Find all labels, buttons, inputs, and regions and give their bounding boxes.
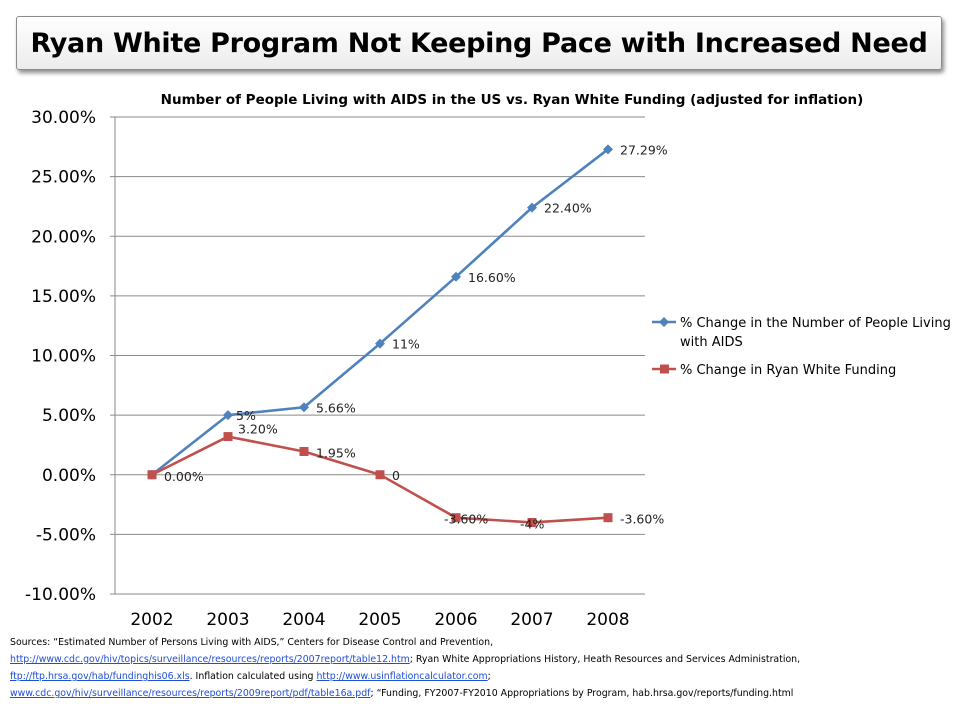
data-label: 5% [236, 408, 256, 423]
y-tick-label: 5.00% [42, 406, 96, 426]
y-tick-label: 0.00% [42, 466, 96, 486]
y-tick-label: 25.00% [31, 168, 96, 188]
series-line-1 [151, 148, 609, 476]
data-label: -4% [520, 516, 544, 531]
data-label: 16.60% [468, 270, 516, 285]
data-label: 0.00% [164, 469, 204, 484]
data-point-square [299, 446, 309, 456]
data-point-square [375, 470, 385, 480]
slide-title: Ryan White Program Not Keeping Pace with… [30, 27, 928, 59]
legend-marker-square [660, 364, 669, 374]
sources-text-4: ; [487, 671, 491, 682]
data-point-diamond [603, 144, 613, 155]
y-tick-label: -5.00% [36, 525, 96, 545]
data-label: -3.60% [444, 512, 488, 527]
sources-note: Sources: “Estimated Number of Persons Li… [10, 634, 950, 702]
data-label: 27.29% [620, 142, 668, 157]
y-tick-label: 10.00% [31, 347, 96, 367]
x-tick-label: 2008 [586, 610, 629, 630]
y-tick-label: 20.00% [31, 227, 96, 247]
sources-text-5: ; “Funding, FY2007-FY2010 Appropriations… [370, 688, 794, 699]
legend-label-1: % Change in the Number of People Living [680, 316, 951, 331]
source-link-inflation-calculator[interactable]: http://www.usinflationcalculator.com [316, 671, 488, 682]
legend-marker-diamond [659, 317, 669, 327]
data-point-square [603, 513, 613, 523]
data-point-diamond [299, 402, 309, 413]
source-link-hrsa-funding-history[interactable]: ftp://ftp.hrsa.gov/hab/fundinghis06.xls [10, 671, 190, 682]
data-point-square [147, 470, 157, 480]
data-point-diamond [223, 410, 233, 421]
data-label: 0 [392, 468, 400, 483]
legend-label-1: with AIDS [680, 335, 743, 350]
data-point-diamond [451, 271, 461, 282]
x-tick-label: 2006 [434, 610, 477, 630]
x-tick-label: 2002 [130, 610, 173, 630]
source-link-cdc-table16a[interactable]: www.cdc.gov/hiv/surveillance/resources/r… [10, 688, 371, 699]
y-tick-label: 30.00% [31, 108, 96, 128]
sources-text-3: . Inflation calculated using [189, 671, 317, 682]
slide-title-box: Ryan White Program Not Keeping Pace with… [16, 16, 942, 70]
y-tick-label: 15.00% [31, 287, 96, 307]
line-chart: Number of People Living with AIDS in the… [25, 92, 951, 630]
chart-title: Number of People Living with AIDS in the… [161, 92, 864, 108]
source-link-cdc-table12[interactable]: http://www.cdc.gov/hiv/topics/surveillan… [10, 654, 410, 665]
data-point-diamond [375, 338, 385, 349]
data-label: 3.20% [238, 422, 278, 437]
data-label: -3.60% [620, 512, 664, 527]
series-line-2 [151, 435, 609, 524]
y-tick-label: -10.00% [25, 585, 96, 605]
x-tick-label: 2005 [358, 610, 401, 630]
data-point-square [527, 517, 537, 527]
data-point-diamond [527, 202, 537, 213]
data-label: 11% [392, 337, 420, 352]
data-point-square [451, 513, 461, 523]
sources-intro: Sources: “Estimated Number of Persons Li… [10, 637, 494, 648]
data-point-square [223, 432, 233, 442]
data-label: 1.95% [316, 445, 356, 460]
data-label: 22.40% [544, 201, 592, 216]
sources-text-2: ; Ryan White Appropriations History, Hea… [409, 654, 801, 665]
legend-label-2: % Change in Ryan White Funding [680, 363, 896, 378]
data-label: 5.66% [316, 400, 356, 415]
x-tick-label: 2007 [510, 610, 553, 630]
x-tick-label: 2003 [206, 610, 249, 630]
x-tick-label: 2004 [282, 610, 325, 630]
